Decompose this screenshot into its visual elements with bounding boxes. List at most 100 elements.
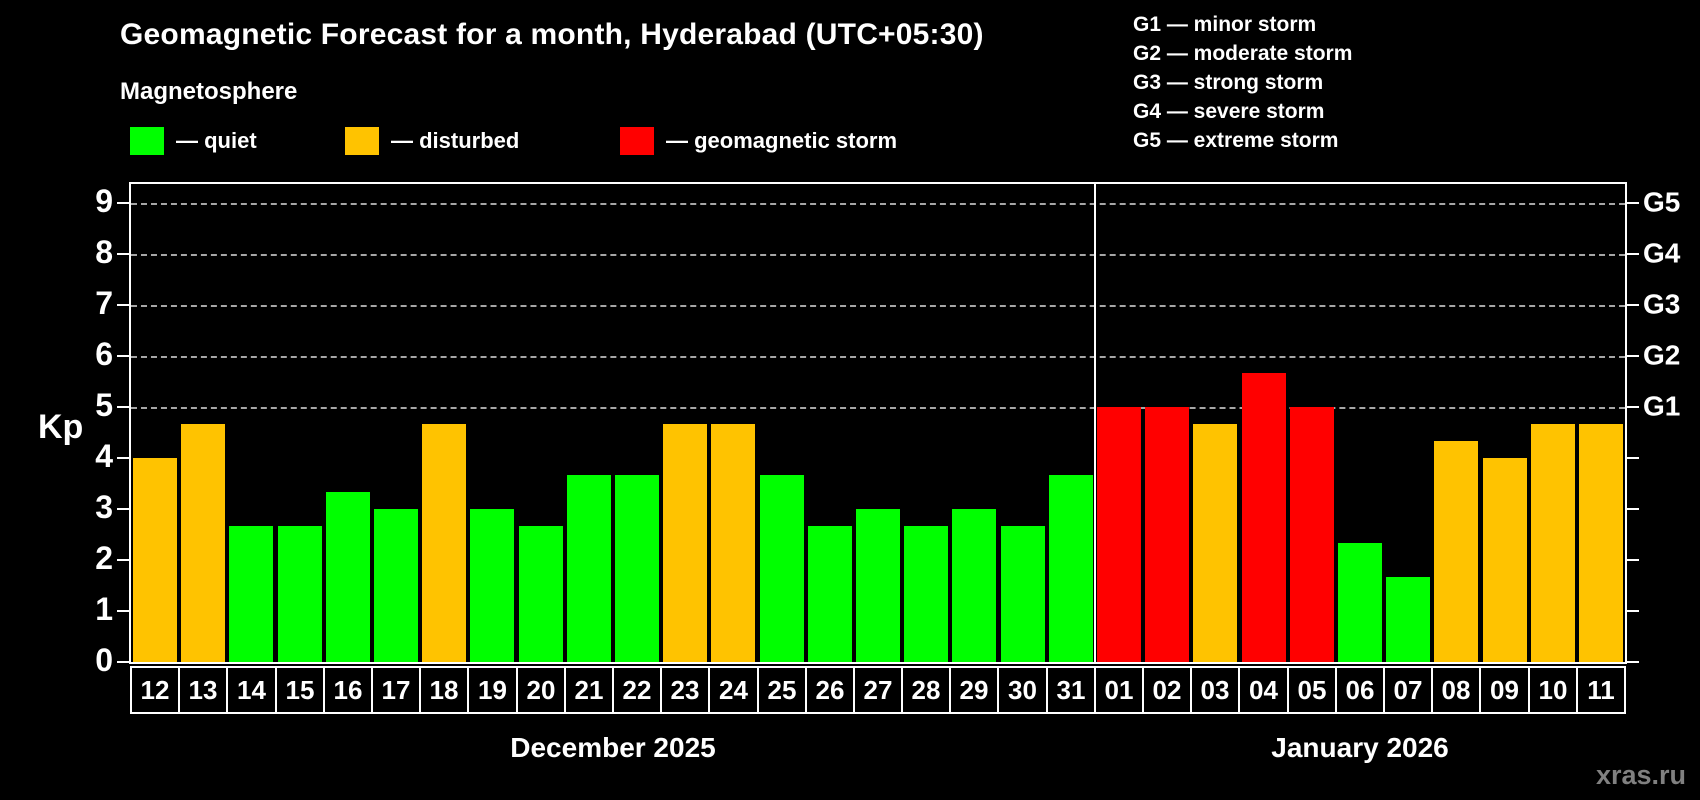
kp-bar-day-25 <box>760 475 804 662</box>
day-label-11: 11 <box>1576 666 1626 714</box>
kp-bar-day-14 <box>229 526 273 662</box>
kp-bar-day-09 <box>1483 458 1527 662</box>
storm-color-swatch <box>620 127 654 155</box>
y-tick-left <box>117 202 129 204</box>
day-label-16: 16 <box>323 666 373 714</box>
day-label-05: 05 <box>1287 666 1337 714</box>
kp-bar-day-19 <box>470 509 514 662</box>
kp-bar-day-01 <box>1097 407 1141 662</box>
kp-bar-day-05 <box>1290 407 1334 662</box>
day-label-25: 25 <box>757 666 807 714</box>
y-tick-label: 8 <box>95 234 113 271</box>
day-label-02: 02 <box>1142 666 1192 714</box>
g-scale-label-g1: G1 <box>1643 390 1681 422</box>
y-tick-right <box>1627 457 1639 459</box>
g-scale-label-g2: G2 <box>1643 339 1681 371</box>
g-legend-line: G2 — moderate storm <box>1133 42 1353 65</box>
y-tick-left <box>117 304 129 306</box>
kp-bar-day-15 <box>278 526 322 662</box>
grid-line-kp5 <box>131 407 1625 409</box>
y-tick-left <box>117 355 129 357</box>
day-label-31: 31 <box>1046 666 1096 714</box>
disturbed-color-swatch <box>345 127 379 155</box>
y-tick-left <box>117 508 129 510</box>
day-label-24: 24 <box>708 666 759 714</box>
kp-bar-day-27 <box>856 509 900 662</box>
legend-item-quiet: — quiet <box>130 126 257 156</box>
plot-area: 0 1 2 3 4 5 6 7 8 9 G1 G2 G3 G4 G5 <box>95 183 1680 678</box>
kp-bar-day-13 <box>181 424 225 662</box>
legend-label: — quiet <box>176 128 257 153</box>
y-axis-label-kp: Kp <box>38 408 84 446</box>
kp-bar-day-06 <box>1338 543 1382 662</box>
day-label-19: 19 <box>467 666 518 714</box>
day-label-21: 21 <box>564 666 614 714</box>
g-legend-line: G4 — severe storm <box>1133 100 1325 123</box>
grid-line-kp9 <box>131 203 1625 205</box>
day-label-12: 12 <box>130 666 180 714</box>
day-label-01: 01 <box>1094 666 1144 714</box>
y-tick-label: 9 <box>95 183 113 220</box>
plot-frame: 0 1 2 3 4 5 6 7 8 9 G1 G2 G3 G4 G5 <box>95 182 1680 678</box>
legend-label: — geomagnetic storm <box>666 128 898 153</box>
kp-bar-day-22 <box>615 475 659 662</box>
kp-bar-day-02 <box>1145 407 1189 662</box>
kp-bar-day-31 <box>1049 475 1093 662</box>
month-label: January 2026 <box>1271 732 1449 763</box>
y-tick-left <box>117 559 129 561</box>
y-tick-label: 0 <box>95 642 113 679</box>
g-scale-label-g4: G4 <box>1643 237 1681 269</box>
kp-bar-day-17 <box>374 509 418 662</box>
day-label-30: 30 <box>997 666 1048 714</box>
y-tick-left <box>117 457 129 459</box>
watermark: xras.ru <box>1595 760 1686 790</box>
legend-label: — disturbed <box>391 128 520 153</box>
day-label-15: 15 <box>275 666 325 714</box>
y-tick-right <box>1627 559 1639 561</box>
day-label-04: 04 <box>1238 666 1289 714</box>
y-tick-left <box>117 406 129 408</box>
y-tick-label: 4 <box>95 438 113 475</box>
kp-bar-day-07 <box>1386 577 1430 662</box>
day-label-14: 14 <box>226 666 277 714</box>
g-legend-line: G3 — strong storm <box>1133 71 1324 94</box>
day-label-03: 03 <box>1190 666 1240 714</box>
y-tick-right <box>1627 304 1639 306</box>
kp-bar-day-18 <box>422 424 466 662</box>
subtitle-magnetosphere: Magnetosphere <box>120 78 298 105</box>
y-tick-label: 1 <box>95 591 113 628</box>
month-label: December 2025 <box>510 732 716 763</box>
kp-bar-day-11 <box>1579 424 1623 662</box>
g-scale-label-g3: G3 <box>1643 288 1681 320</box>
y-tick-right <box>1627 661 1639 663</box>
legend-item-storm: — geomagnetic storm <box>620 126 897 156</box>
day-label-29: 29 <box>949 666 999 714</box>
kp-bar-day-29 <box>952 509 996 662</box>
kp-bar-day-30 <box>1001 526 1045 662</box>
y-tick-right <box>1627 202 1639 204</box>
kp-bar-day-10 <box>1531 424 1575 662</box>
grid-line-kp8 <box>131 254 1625 256</box>
day-label-22: 22 <box>612 666 662 714</box>
day-label-26: 26 <box>805 666 855 714</box>
y-tick-right <box>1627 355 1639 357</box>
day-label-08: 08 <box>1431 666 1481 714</box>
day-label-17: 17 <box>371 666 421 714</box>
grid-line-kp7 <box>131 305 1625 307</box>
y-tick-left <box>117 661 129 663</box>
y-tick-label: 7 <box>95 285 113 322</box>
day-label-09: 09 <box>1479 666 1530 714</box>
kp-bar-day-04 <box>1242 373 1286 662</box>
page-title: Geomagnetic Forecast for a month, Hydera… <box>120 18 984 51</box>
kp-bar-day-24 <box>711 424 755 662</box>
kp-bar-day-08 <box>1434 441 1478 662</box>
month-separator <box>1094 184 1096 662</box>
day-label-18: 18 <box>419 666 469 714</box>
day-label-27: 27 <box>853 666 903 714</box>
kp-bar-day-12 <box>133 458 177 662</box>
y-tick-right <box>1627 406 1639 408</box>
grid-line-kp6 <box>131 356 1625 358</box>
g-legend-line: G1 — minor storm <box>1133 13 1317 36</box>
day-label-06: 06 <box>1335 666 1385 714</box>
kp-bar-day-03 <box>1193 424 1237 662</box>
